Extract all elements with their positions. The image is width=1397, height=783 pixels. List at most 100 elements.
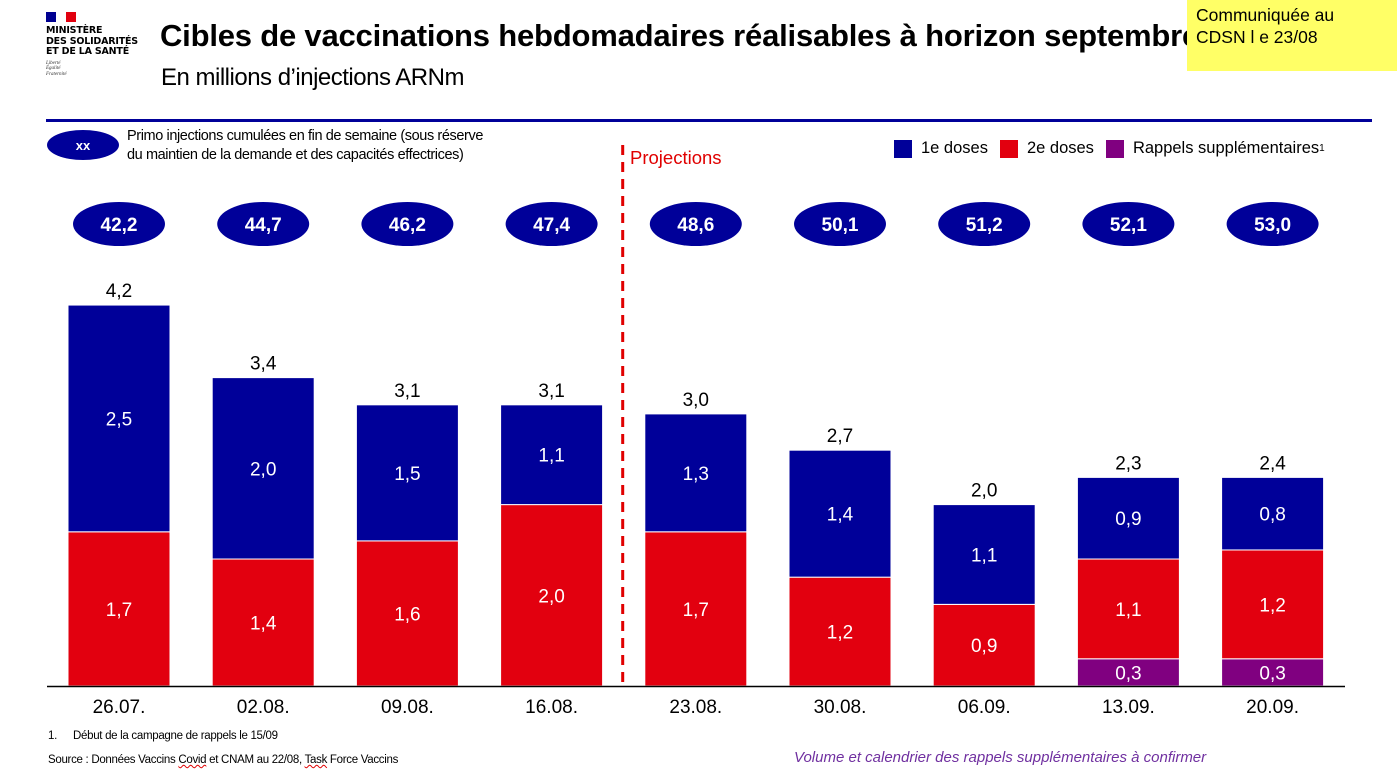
communication-note: Communiquée au CDSN l e 23/08: [1187, 0, 1397, 71]
note-line-1: Communiquée au: [1196, 5, 1335, 25]
x-tick-label: 26.07.: [93, 697, 146, 718]
segment-label: 1,7: [106, 600, 132, 621]
bar-segment: [932, 504, 1036, 605]
ministry-line-2: DES SOLIDARITÉS: [46, 35, 138, 47]
key-line-1: Primo injections cumulées en fin de sema…: [127, 128, 483, 144]
segment-label: 0,9: [1115, 509, 1141, 530]
footnote-number: 1.: [48, 730, 57, 742]
bar-segment: [211, 377, 315, 560]
total-label: 4,2: [106, 281, 132, 302]
source-part: Covid: [178, 754, 207, 766]
total-label: 3,4: [250, 354, 277, 375]
x-tick-label: 02.08.: [237, 697, 290, 718]
cumulative-label: 51,2: [966, 215, 1003, 236]
segment-label: 2,0: [250, 459, 276, 480]
segment-label: 2,0: [538, 586, 564, 607]
ministry-logo: MINISTÈRE DES SOLIDARITÉS ET DE LA SANTÉ…: [46, 12, 146, 77]
note-line-2: CDSN l e 23/08: [1196, 27, 1318, 47]
bar-segment: [1076, 476, 1180, 560]
legend-swatch-rappels: [1105, 139, 1124, 158]
x-tick-label: 06.09.: [958, 697, 1011, 718]
french-flag-icon: [46, 12, 76, 22]
legend-swatch-2e-doses: [999, 139, 1018, 158]
x-tick-label: 09.08.: [381, 697, 434, 718]
ministry-line-1: MINISTÈRE: [46, 25, 103, 36]
projections-label: Projections: [630, 147, 722, 168]
bar-segment: [644, 413, 748, 533]
source-part: Task: [304, 754, 328, 766]
segment-label: 0,8: [1259, 505, 1285, 526]
segment-label: 2,5: [106, 409, 132, 430]
cumulative-key-text: Primo injections cumulées en fin de sema…: [127, 127, 483, 165]
segment-label: 1,1: [538, 446, 564, 467]
motto-egalite: Égalité: [46, 66, 61, 71]
cumulative-ellipse: [649, 202, 742, 246]
bar-segment: [1221, 658, 1325, 687]
cumulative-ellipse: [73, 202, 165, 246]
total-label: 3,1: [538, 381, 564, 402]
x-tick-label: 20.09.: [1246, 697, 1299, 718]
bar-segment: [1221, 549, 1325, 660]
segment-label: 0,3: [1115, 663, 1141, 684]
cumulative-ellipse: [794, 202, 886, 246]
bar-segment: [1221, 476, 1325, 551]
cumulative-ellipse: [361, 202, 454, 246]
segment-label: 0,9: [971, 636, 997, 657]
legend-item-2e-doses: 2e doses: [999, 139, 1094, 158]
bar-segment: [67, 531, 171, 687]
motto-fraternite: Fraternité: [46, 71, 67, 77]
footnote-text: Début de la campagne de rappels le 15/09: [73, 730, 278, 742]
total-label: 2,4: [1259, 453, 1286, 474]
total-label: 2,7: [827, 426, 853, 447]
bar-segment: [932, 603, 1036, 687]
bar-segment: [355, 404, 459, 542]
cumulative-ellipse: [505, 202, 598, 246]
cumulative-label: 47,4: [533, 215, 570, 236]
bar-segment: [500, 504, 604, 687]
header-divider: [46, 119, 1372, 122]
segment-label: 1,1: [971, 545, 997, 566]
segment-label: 1,2: [827, 623, 853, 644]
segment-label: 1,4: [250, 614, 277, 635]
page-title: Cibles de vaccinations hebdomadaires réa…: [160, 18, 1200, 53]
segment-label: 1,7: [683, 600, 709, 621]
bar-segment: [1076, 558, 1180, 660]
bar-segment: [67, 304, 171, 533]
x-tick-label: 23.08.: [669, 697, 722, 718]
source-part: Force Vaccins: [327, 754, 399, 766]
cumulative-label: 48,6: [677, 215, 714, 236]
segment-label: 1,6: [394, 604, 420, 625]
segment-label: 0,3: [1259, 663, 1285, 684]
source-part: et CNAM au 22/08,: [206, 754, 305, 766]
bar-segment: [788, 449, 892, 578]
bar-segment: [211, 558, 315, 687]
bar-segment: [644, 531, 748, 687]
cumulative-ellipse: [1082, 202, 1175, 246]
total-label: 3,0: [683, 390, 709, 411]
cumulative-label: 53,0: [1254, 215, 1291, 236]
legend-label-2e-doses: 2e doses: [1026, 139, 1094, 157]
cumulative-ellipse: [938, 202, 1031, 246]
cumulative-label: 42,2: [101, 215, 138, 236]
motto: Liberté Égalité Fraternité: [46, 61, 146, 78]
legend-swatch-1e-doses: [894, 139, 912, 158]
segment-label: 1,4: [827, 505, 854, 526]
x-tick-label: 13.09.: [1102, 697, 1155, 718]
page-subtitle: En millions d’injections ARNm: [161, 64, 464, 91]
segment-label: 1,3: [683, 464, 709, 485]
legend-item-rappels: Rappels supplémentaires 1: [1105, 139, 1325, 158]
legend-item-1e-doses: 1e doses: [894, 139, 988, 158]
cumulative-label: 50,1: [822, 215, 859, 236]
legend-label-1e-doses: 1e doses: [921, 139, 988, 157]
cumulative-key-ellipse: xx: [47, 130, 119, 160]
segment-label: 1,2: [1259, 595, 1285, 616]
ministry-name: MINISTÈRE DES SOLIDARITÉS ET DE LA SANTÉ: [46, 25, 146, 58]
confirmation-note: Volume et calendrier des rappels supplém…: [794, 749, 1207, 766]
source-note: Source : Données Vaccins Covid et CNAM a…: [48, 754, 398, 766]
segment-label: 1,1: [1115, 600, 1141, 621]
legend-superscript: 1: [1319, 143, 1325, 154]
x-tick-label: 30.08.: [814, 697, 867, 718]
bar-segment: [500, 404, 604, 506]
bar-segment: [788, 576, 892, 687]
